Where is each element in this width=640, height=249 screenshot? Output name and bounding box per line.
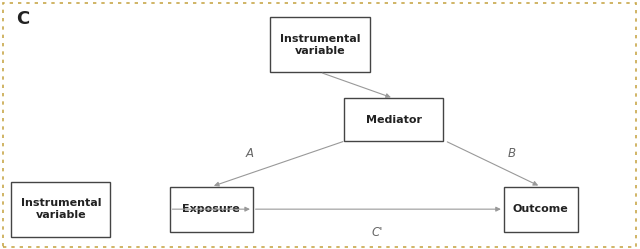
Text: B: B	[508, 147, 516, 160]
Text: C: C	[16, 10, 29, 28]
FancyBboxPatch shape	[12, 182, 110, 237]
FancyBboxPatch shape	[270, 17, 370, 72]
FancyBboxPatch shape	[504, 187, 578, 232]
Text: Instrumental
variable: Instrumental variable	[20, 198, 101, 220]
Text: C': C'	[372, 226, 383, 239]
Text: Instrumental
variable: Instrumental variable	[280, 34, 360, 56]
FancyBboxPatch shape	[344, 98, 443, 141]
Text: Outcome: Outcome	[513, 204, 569, 214]
Text: Mediator: Mediator	[365, 115, 422, 124]
Text: A: A	[246, 147, 253, 160]
FancyBboxPatch shape	[170, 187, 253, 232]
Text: Exposure: Exposure	[182, 204, 240, 214]
